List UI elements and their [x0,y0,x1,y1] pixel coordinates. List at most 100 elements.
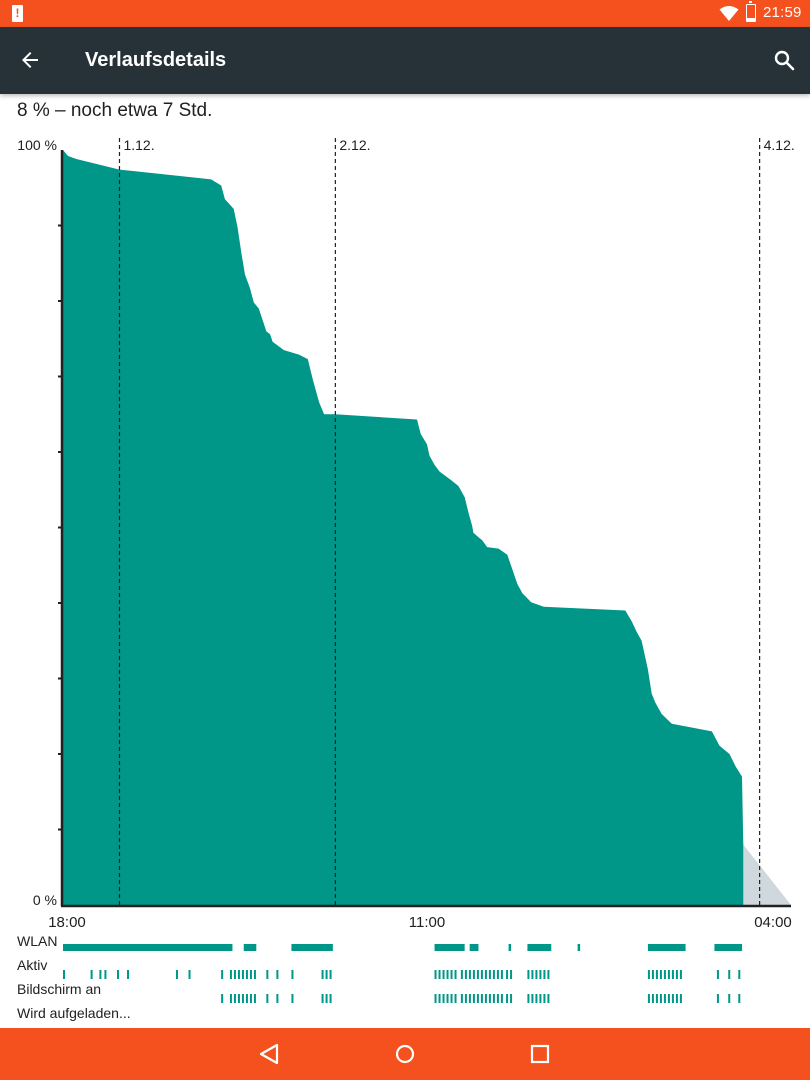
timeline-segment [480,994,483,1003]
timeline-segment [647,944,686,951]
timeline-segment [651,994,654,1003]
battery-alert-icon [12,5,23,22]
timeline-segment [221,970,224,979]
timeline-segment [116,970,119,979]
timeline-segment [291,994,294,1003]
timeline-segment [535,970,538,979]
timeline-segment [468,970,471,979]
timeline-segment [245,994,248,1003]
timeline-segment [500,970,503,979]
page-title: Verlaufsdetails [85,49,227,71]
battery-icon [746,1,756,22]
timeline-segment [484,994,487,1003]
timeline-segment [547,970,550,979]
timeline-segment [229,970,232,979]
recents-nav-icon[interactable] [530,1044,550,1064]
timeline-segment [468,994,471,1003]
timeline-segment [647,970,650,979]
timeline-segment [90,970,93,979]
timeline-segment [63,944,233,951]
timeline-segment [651,970,654,979]
timeline-segment [484,970,487,979]
timeline-segment [506,994,509,1003]
timeline-segment [249,994,252,1003]
timeline-segment [221,994,224,1003]
timeline-segment [577,944,581,951]
timeline-segment [454,994,457,1003]
timeline-segment [716,994,719,1003]
day-marker-label: 2.12. [339,137,370,153]
timeline-segment [679,994,682,1003]
timeline-segment [446,970,449,979]
chart-axes [58,150,791,908]
timeline-segment [276,970,279,979]
timeline-segment [476,994,479,1003]
timeline-segment [454,970,457,979]
battery-level-area [63,150,744,905]
home-nav-icon[interactable] [394,1043,416,1065]
x-tick-labels: 18:00 11:00 04:00 [48,914,792,931]
timeline-segment [276,994,279,1003]
timeline-label: Wird aufgeladen... [17,1005,131,1021]
timeline-segment [469,944,479,951]
timeline-segment [460,970,463,979]
timeline-segment [480,970,483,979]
timeline-segment [442,994,445,1003]
timeline-segment [492,970,495,979]
timeline-segment [438,994,441,1003]
y-tick-labels: 100 % 0 % [17,137,57,908]
timeline-label: Aktiv [17,957,47,973]
timeline-segment [325,970,328,979]
timeline-segment [716,970,719,979]
timeline-segment [539,970,542,979]
timeline-segment [655,994,658,1003]
timeline-segment [472,970,475,979]
timeline-segment [510,994,513,1003]
y-tick-label: 100 % [17,137,57,153]
timeline-segment [543,994,546,1003]
timeline-segment [488,994,491,1003]
timeline-segment [728,994,731,1003]
timeline-segment [175,970,178,979]
timeline-segment [671,994,674,1003]
y-tick-label: 0 % [33,892,57,908]
timeline-segment [472,994,475,1003]
timeline-segment [527,944,552,951]
timeline-segment [188,970,191,979]
timeline-segment [531,970,534,979]
timeline-segment [329,994,332,1003]
timeline-segment [667,970,670,979]
timeline-segment [728,970,731,979]
timeline-segment [738,994,741,1003]
timeline-segment [659,970,662,979]
timeline-segment [460,994,463,1003]
timeline-segment [233,970,236,979]
clock: 21:59 [763,4,802,21]
timeline-segment [531,994,534,1003]
timeline-segment [464,970,467,979]
timeline-segment [527,994,530,1003]
timeline-segment [450,970,453,979]
timeline-segment [291,944,333,951]
timeline-segment [266,970,269,979]
timeline-segment [508,944,512,951]
search-icon[interactable] [772,48,796,72]
timeline-segment [237,970,240,979]
back-nav-icon[interactable] [258,1043,280,1065]
day-marker-label: 4.12. [764,137,795,153]
back-arrow-icon[interactable] [18,48,42,72]
timeline-segment [679,970,682,979]
timeline-segment [500,994,503,1003]
timeline-segment [438,970,441,979]
wifi-icon [719,6,739,21]
timeline-segment [434,970,437,979]
timeline-segment [492,994,495,1003]
timeline-segment [510,970,513,979]
timeline-segment [671,970,674,979]
timeline-segment [249,970,252,979]
timeline-segment [476,970,479,979]
timeline-segment [450,994,453,1003]
timeline-label: WLAN [17,933,57,949]
